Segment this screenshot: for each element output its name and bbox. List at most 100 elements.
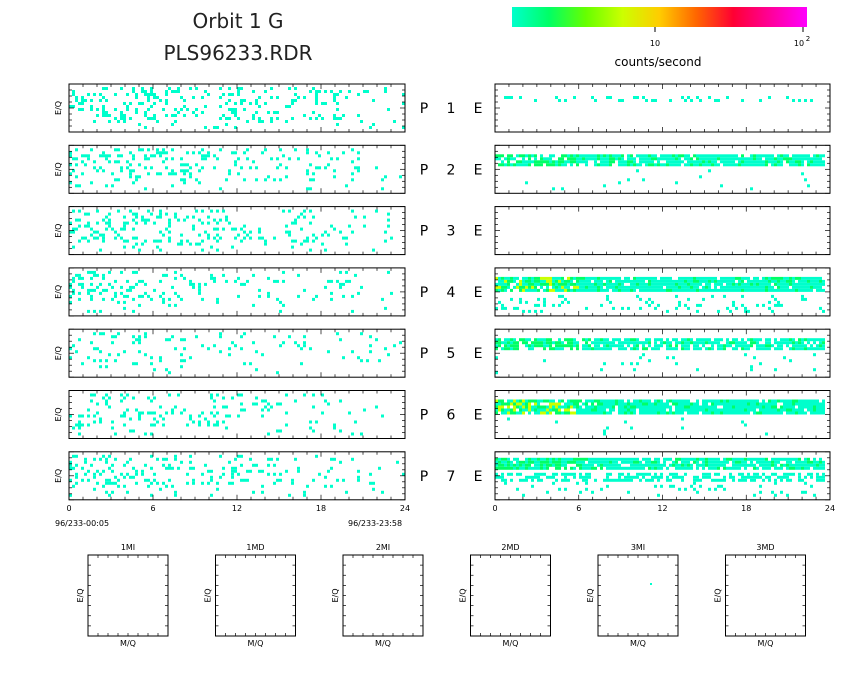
heat-cell — [171, 484, 174, 488]
heat-cell — [783, 338, 786, 342]
heat-cell — [582, 475, 585, 479]
heat-cell — [594, 341, 597, 345]
heat-cell — [549, 279, 552, 283]
heat-cell — [168, 236, 171, 240]
heat-cell — [105, 478, 108, 482]
heat-cell — [585, 306, 588, 310]
heat-cell — [534, 475, 537, 479]
heat-cell — [582, 466, 585, 470]
heat-cell — [780, 475, 783, 479]
heat-cell — [774, 463, 777, 467]
heat-cell — [819, 457, 822, 461]
heat-cell — [726, 282, 729, 286]
heat-cell — [627, 276, 630, 280]
heat-cell — [111, 335, 114, 339]
heat-cell — [717, 460, 720, 464]
heat-cell — [87, 291, 90, 295]
heat-cell — [780, 463, 783, 467]
heat-cell — [96, 221, 99, 225]
heat-cell — [750, 187, 753, 191]
heat-cell — [633, 288, 636, 292]
x-tick-label-left: 0 — [66, 504, 71, 513]
heat-cell — [198, 218, 201, 222]
heat-cell — [645, 402, 648, 406]
heat-cell — [618, 475, 621, 479]
heat-cell — [795, 341, 798, 345]
heat-cell — [759, 157, 762, 161]
heat-cell — [813, 457, 816, 461]
heat-cell — [708, 157, 711, 161]
heat-cell — [765, 163, 768, 167]
heat-cell — [90, 181, 93, 185]
heat-cell — [822, 472, 825, 476]
heat-cell — [786, 411, 789, 415]
heat-cell — [615, 276, 618, 280]
heat-cell — [660, 466, 663, 470]
heat-cell — [543, 276, 546, 280]
heat-cell — [789, 288, 792, 292]
heat-cell — [102, 469, 105, 473]
heat-cell — [132, 429, 135, 433]
heat-cell — [678, 475, 681, 479]
heat-cell — [789, 279, 792, 283]
heat-cell — [678, 160, 681, 164]
heat-cell — [99, 291, 102, 295]
heat-cell — [669, 154, 672, 158]
heat-cell — [594, 160, 597, 164]
heat-cell — [525, 341, 528, 345]
heat-cell — [672, 402, 675, 406]
heat-cell — [720, 184, 723, 188]
heat-cell — [699, 338, 702, 342]
heat-cell — [765, 460, 768, 464]
heat-cell — [627, 154, 630, 158]
heat-cell — [582, 276, 585, 280]
heat-cell — [645, 460, 648, 464]
heat-cell — [129, 175, 132, 179]
colorbar-tick-100-base: 10 — [794, 39, 804, 48]
heat-cell — [504, 288, 507, 292]
heat-cell — [504, 157, 507, 161]
heat-cell — [528, 285, 531, 289]
heat-cell — [117, 178, 120, 182]
heat-cell — [606, 282, 609, 286]
heat-cell — [693, 481, 696, 485]
heat-cell — [555, 402, 558, 406]
heat-cell — [657, 457, 660, 461]
heat-cell — [507, 163, 510, 167]
right-panel-frame — [494, 83, 831, 133]
heat-cell — [819, 475, 822, 479]
heat-cell — [816, 472, 819, 476]
heat-cell — [807, 460, 810, 464]
heat-cell — [510, 154, 513, 158]
heat-cell — [624, 478, 627, 482]
heat-cell — [219, 335, 222, 339]
heat-cell — [801, 163, 804, 167]
heat-cell — [159, 154, 162, 158]
heat-cell — [777, 157, 780, 161]
heat-cell — [192, 96, 195, 99]
heat-cell — [723, 487, 726, 491]
heat-cell — [324, 166, 327, 170]
heat-cell — [78, 423, 81, 427]
heat-cell — [510, 276, 513, 280]
heat-cell — [801, 276, 804, 280]
heat-cell — [537, 282, 540, 286]
heat-cell — [558, 399, 561, 403]
heat-cell — [558, 466, 561, 470]
heat-cell — [819, 460, 822, 464]
heat-cell — [732, 303, 735, 307]
heat-cell — [792, 457, 795, 461]
heat-cell — [735, 157, 738, 161]
heat-cell — [783, 405, 786, 409]
heat-cell — [672, 285, 675, 289]
heat-cell — [333, 117, 336, 120]
heat-cell — [627, 160, 630, 164]
heat-cell — [804, 276, 807, 280]
heat-cell — [762, 463, 765, 467]
heat-cell — [675, 460, 678, 464]
heat-cell — [498, 402, 501, 406]
heat-cell — [786, 157, 789, 161]
heat-cell — [804, 344, 807, 348]
heat-cell — [501, 466, 504, 470]
heat-cell — [141, 411, 144, 415]
